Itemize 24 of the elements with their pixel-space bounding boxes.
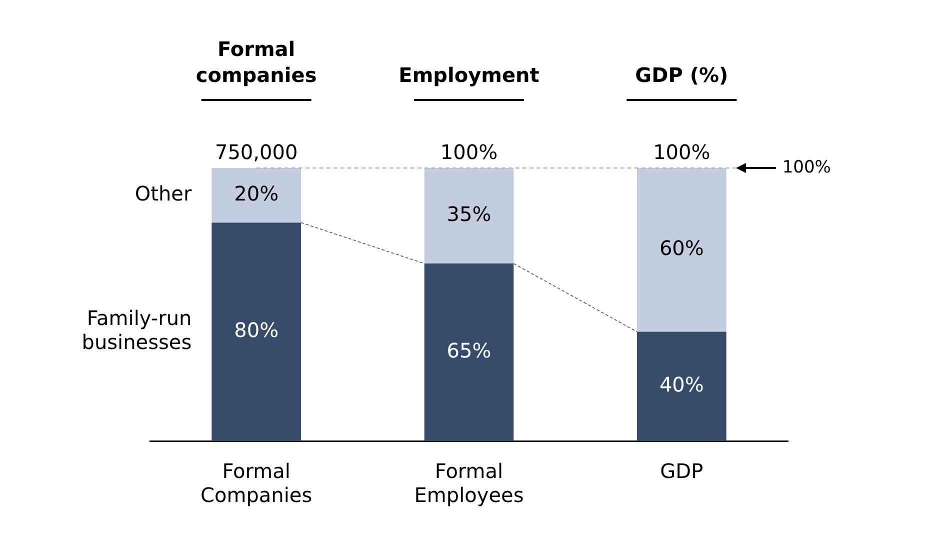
data-label: 65%: [446, 338, 492, 362]
text: Formal companies: [196, 37, 317, 88]
ref-line-label: 100%: [782, 157, 831, 178]
x-tick-label: Formal Employees: [414, 459, 524, 508]
text: 750,000: [214, 140, 298, 164]
text: GDP (%): [635, 63, 728, 88]
bar: [424, 264, 514, 441]
bar: [637, 332, 726, 441]
x-tick-label: Formal Companies: [200, 459, 312, 508]
text: Employment: [398, 63, 540, 88]
data-label: 40%: [659, 372, 704, 397]
bar: [424, 168, 514, 264]
bar: [212, 168, 301, 223]
data-label: 80%: [234, 318, 279, 342]
series-label: Family-run businesses: [82, 306, 192, 354]
x-tick-label: GDP: [660, 459, 704, 484]
text: 100%: [653, 140, 710, 164]
data-label: 20%: [234, 182, 279, 206]
data-label: 60%: [659, 236, 704, 260]
series-label: Other: [134, 182, 192, 206]
bar: [212, 222, 301, 441]
text: 100%: [440, 140, 498, 164]
bar: [637, 168, 726, 332]
data-label: 35%: [446, 202, 492, 226]
